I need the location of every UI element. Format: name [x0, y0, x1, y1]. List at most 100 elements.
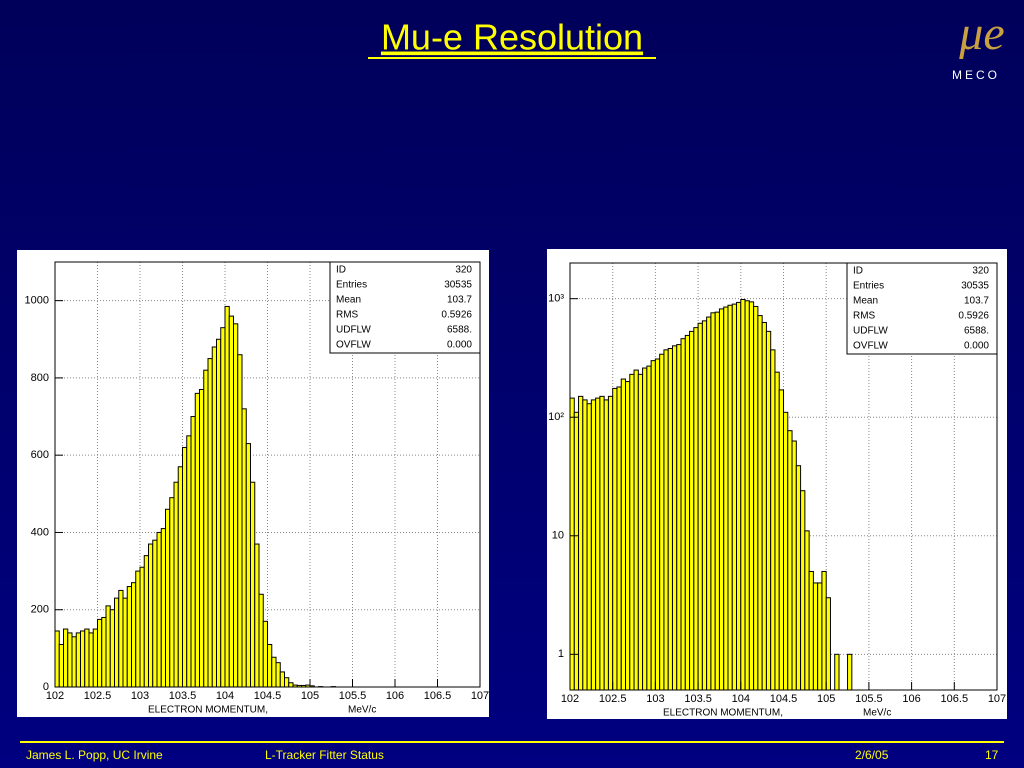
stats-key: ID: [853, 266, 863, 277]
stats-key: RMS: [853, 311, 876, 322]
bar: [101, 616, 107, 688]
bar: [620, 378, 627, 691]
bar: [122, 597, 128, 688]
footer-page: 17: [985, 748, 999, 762]
bar: [791, 440, 797, 691]
bar: [804, 530, 810, 691]
bar: [744, 300, 750, 691]
bar: [663, 349, 669, 691]
bar: [177, 466, 183, 688]
bar: [783, 411, 789, 691]
bar: [693, 327, 699, 691]
bar: [603, 399, 609, 691]
stats-key: OVFLW: [853, 341, 888, 352]
stats-value: 0.5926: [958, 311, 989, 322]
bar: [135, 570, 141, 688]
bar: [697, 322, 703, 691]
x-tick-label: 104.5: [254, 690, 282, 702]
y-tick-label: 10²: [548, 411, 564, 423]
bar: [207, 358, 213, 688]
y-tick-label: 0: [43, 681, 49, 693]
bar: [761, 321, 767, 691]
bar: [727, 304, 733, 691]
stats-value: 103.7: [447, 295, 472, 306]
bar: [637, 373, 644, 691]
stats-key: UDFLW: [336, 325, 371, 336]
bar: [262, 620, 268, 688]
bar: [612, 387, 618, 691]
bar: [84, 628, 90, 688]
bar: [586, 403, 592, 691]
bar: [267, 644, 273, 688]
bar: [88, 632, 94, 688]
bar: [114, 597, 120, 688]
y-tick-label: 10: [552, 530, 564, 542]
stats-value: 0.5926: [441, 310, 472, 321]
bar: [216, 338, 222, 688]
stats-key: UDFLW: [853, 326, 888, 337]
stats-value: 0.000: [447, 340, 472, 351]
bar: [279, 671, 285, 688]
bar: [271, 656, 277, 688]
bar: [92, 628, 98, 688]
stats-value: 6588.: [447, 325, 472, 336]
bar: [757, 315, 763, 691]
bar: [629, 373, 635, 691]
bar: [143, 555, 149, 688]
logo-name: MECO: [952, 68, 1000, 82]
bar: [224, 305, 230, 688]
bar: [75, 632, 81, 688]
stats-value: 0.000: [964, 341, 989, 352]
bar: [821, 570, 827, 691]
x-tick-label: 104: [216, 690, 234, 702]
bar: [689, 330, 695, 691]
stats-key: OVFLW: [336, 340, 371, 351]
bar: [607, 395, 614, 691]
stats-value: 103.7: [964, 296, 989, 307]
bar: [233, 323, 239, 688]
bar: [109, 609, 115, 688]
bar: [787, 430, 793, 691]
bar: [770, 349, 776, 691]
x-axis-label: ELECTRON MOMENTUM,: [663, 708, 783, 719]
stats-box: [846, 262, 998, 355]
x-tick-label: 102: [561, 693, 579, 705]
x-tick-label: 105.5: [339, 690, 367, 702]
bar: [190, 416, 196, 688]
stats-value: 30535: [444, 280, 472, 291]
y-tick-label: 1: [558, 648, 564, 660]
bar: [774, 371, 780, 691]
y-tick-label: 800: [31, 372, 49, 384]
x-tick-label: 106.5: [941, 693, 969, 705]
footer-author: James L. Popp, UC Irvine: [26, 748, 163, 762]
bar: [740, 298, 746, 691]
bar: [667, 347, 673, 691]
bar: [203, 369, 209, 688]
bar: [642, 367, 648, 691]
bar: [671, 345, 678, 691]
bar: [616, 386, 622, 691]
y-tick-label: 10³: [548, 293, 564, 305]
bar: [800, 490, 806, 691]
x-tick-label: 105.5: [855, 693, 883, 705]
stats-value: 320: [455, 265, 472, 276]
bar: [173, 481, 179, 688]
bar: [165, 508, 171, 688]
stats-box: [329, 261, 481, 354]
bar: [812, 582, 819, 691]
x-tick-label: 105: [817, 693, 835, 705]
x-tick-label: 102.5: [599, 693, 627, 705]
bar: [723, 306, 729, 691]
x-tick-label: 103: [131, 690, 149, 702]
y-tick-label: 200: [31, 604, 49, 616]
bar: [718, 308, 725, 691]
bar: [778, 389, 784, 691]
x-tick-label: 102: [46, 690, 64, 702]
bar: [160, 528, 166, 688]
bar: [211, 346, 217, 688]
bar: [578, 395, 584, 691]
bar: [126, 586, 132, 688]
bar: [569, 397, 575, 691]
bar: [250, 481, 256, 688]
bar: [199, 389, 205, 688]
